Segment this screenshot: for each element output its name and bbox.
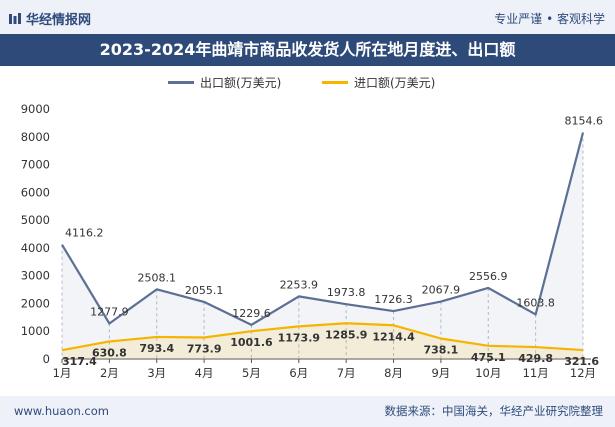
data-label-import: 630.8 (92, 346, 127, 359)
x-tick-label: 7月 (337, 366, 356, 380)
legend-item-import: 进口额(万美元) (322, 74, 435, 91)
series-line-export (61, 132, 585, 326)
x-tick-label: 1月 (53, 366, 72, 380)
footer-bar: www.huaon.com 数据来源：中国海关，华经产业研究院整理 (0, 396, 615, 427)
x-tick-label: 5月 (242, 366, 261, 380)
legend-label-import: 进口额(万美元) (354, 76, 436, 90)
y-tick-label: 0 (43, 352, 50, 366)
x-tick-label: 12月 (570, 366, 596, 380)
brand: 华经情报网 (8, 9, 91, 28)
data-label-export: 1229.6 (232, 307, 271, 320)
x-tick-label: 8月 (384, 366, 403, 380)
data-label-export: 2556.9 (469, 270, 508, 283)
brand-logo-icon (9, 13, 21, 24)
data-label-export: 1973.8 (327, 286, 366, 299)
chart-legend: 出口额(万美元) 进口额(万美元) (0, 74, 615, 94)
data-label-import: 1214.4 (372, 330, 415, 343)
legend-swatch-export (168, 81, 194, 84)
data-label-import: 773.9 (187, 343, 222, 356)
data-label-import: 793.4 (139, 342, 174, 355)
y-tick-label: 9000 (21, 102, 50, 116)
data-label-export: 1726.3 (374, 293, 413, 306)
data-label-export: 2508.1 (137, 271, 176, 284)
x-tick-label: 4月 (195, 366, 214, 380)
data-label-export: 8154.6 (565, 114, 604, 127)
series-line-import (61, 322, 584, 352)
data-label-import: 738.1 (424, 343, 459, 356)
y-tick-label: 6000 (21, 185, 50, 199)
footer-source: 数据来源：中国海关，华经产业研究院整理 (384, 404, 604, 418)
y-tick-label: 5000 (21, 213, 50, 227)
x-tick-label: 2月 (100, 366, 119, 380)
top-bar: 华经情报网 专业严谨 • 客观科学 (0, 0, 615, 34)
data-label-export: 2253.9 (280, 278, 319, 291)
x-tick-label: 3月 (147, 366, 166, 380)
y-tick-label: 2000 (21, 296, 50, 310)
data-label-import: 1285.9 (325, 328, 367, 341)
data-label-export: 1277.9 (90, 306, 129, 319)
x-tick-label: 11月 (523, 366, 549, 380)
footer-website: www.huaon.com (14, 404, 109, 418)
data-label-export: 2055.1 (185, 284, 224, 297)
x-tick-label: 10月 (475, 366, 501, 380)
y-tick-label: 3000 (21, 269, 50, 283)
y-tick-label: 7000 (21, 158, 50, 172)
series-area-export (62, 132, 583, 359)
data-label-export: 2067.9 (422, 284, 461, 297)
x-tick-label: 6月 (289, 366, 308, 380)
y-tick-label: 1000 (21, 324, 50, 338)
series-area-import (62, 323, 583, 359)
x-tick-label: 9月 (431, 366, 450, 380)
brand-name: 华经情报网 (26, 13, 92, 28)
data-label-import: 317.4 (62, 355, 97, 368)
tagline: 专业严谨 • 客观科学 (494, 12, 605, 26)
data-label-export: 1603.8 (516, 296, 555, 309)
data-label-import: 1173.9 (278, 331, 320, 344)
line-chart: 0 1000 2000 3000 4000 5000 6000 7000 8000 9000 1月 2… (21, 102, 604, 380)
y-tick-label: 8000 (21, 130, 50, 144)
data-label-export: 4116.2 (65, 227, 104, 240)
legend-swatch-import (322, 81, 348, 84)
data-label-import: 429.8 (518, 352, 553, 365)
y-tick-label: 4000 (21, 241, 50, 255)
data-label-import: 1001.6 (230, 336, 273, 349)
data-label-import: 321.6 (564, 355, 599, 368)
legend-item-export: 出口额(万美元) (168, 74, 281, 91)
data-label-import: 475.1 (471, 351, 506, 364)
legend-label-export: 出口额(万美元) (200, 76, 282, 90)
chart-title: 2023-2024年曲靖市商品收发货人所在地月度进、出口额 (0, 34, 615, 66)
